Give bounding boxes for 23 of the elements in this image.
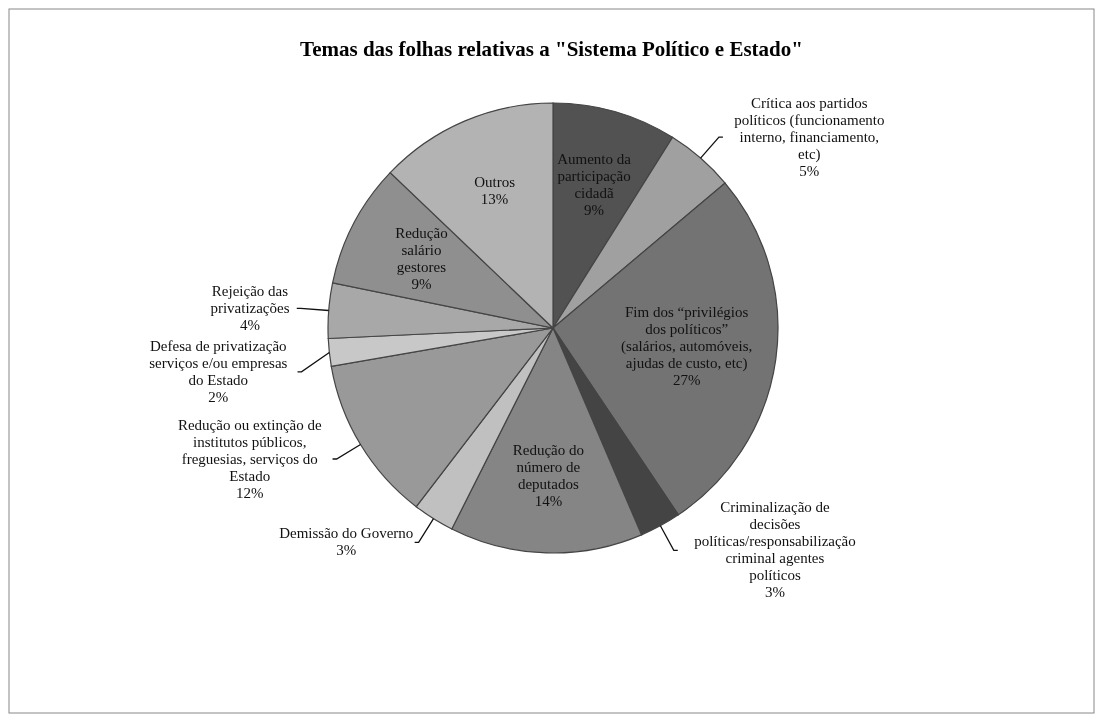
slice-label: Fim dos “privilégios dos políticos” (salários, automóveis, ajudas de custo, etc) [621, 304, 753, 373]
data-label: 27% [672, 372, 701, 389]
slice-label: Demissão do Governo [279, 525, 414, 542]
slice-label: Aumento da participação cidadã [557, 151, 632, 202]
data-label: 4% [239, 316, 260, 333]
slice-label: Redução salário gestores [395, 225, 448, 276]
data-label: 14% [534, 493, 563, 510]
data-label: 2% [208, 388, 229, 405]
data-label: 5% [799, 162, 820, 179]
slice-label: Redução ou extinção de institutos públicos, freguesias, serviços do Estado [177, 416, 322, 484]
slice-label: Rejeição das privatizações [210, 282, 290, 316]
slice-label: Criminalização de decisões políticas/responsabilização criminal agentes políticos [694, 499, 856, 584]
data-label: 3% [336, 542, 357, 559]
data-label: 13% [480, 191, 509, 208]
data-label: 9% [411, 276, 432, 293]
slice-label: Redução do número de deputados [512, 442, 584, 493]
data-label: 9% [584, 202, 605, 219]
slice-label: Outros [474, 174, 516, 191]
slice-label: Defesa de privatização serviços e/ou empresas do Estado [149, 337, 288, 388]
chart-title: Temas das folhas relativas a "Sistema Político e Estado" [300, 37, 803, 61]
slice-label: Crítica aos partidos políticos (funcionamento interno, financiamento, etc) [734, 94, 885, 163]
data-label: 12% [236, 484, 264, 501]
data-label: 3% [764, 584, 785, 601]
